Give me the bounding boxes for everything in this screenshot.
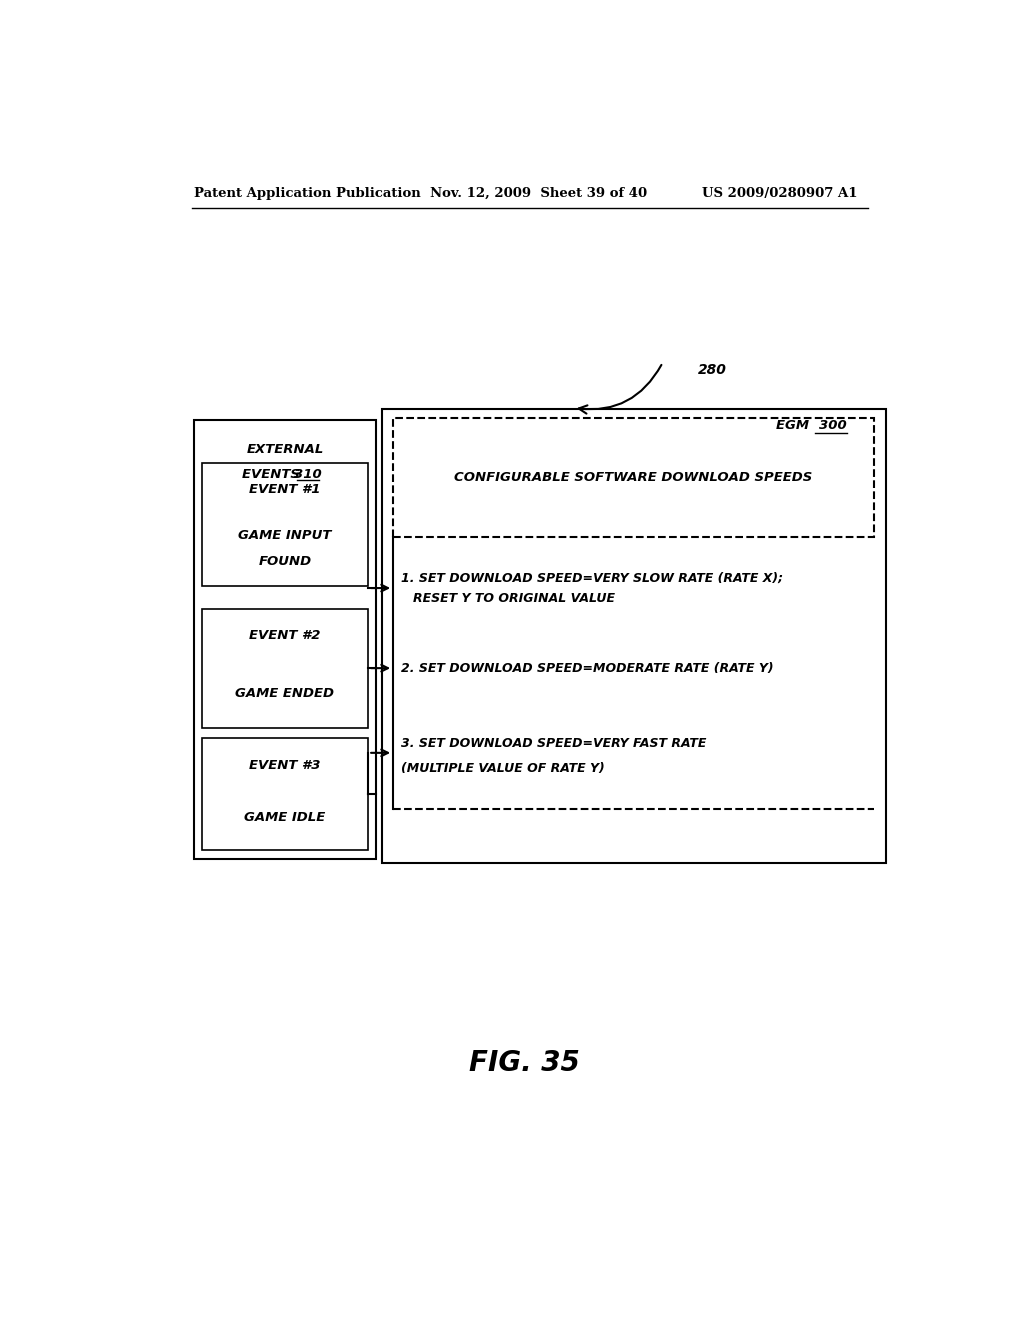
Text: EVENT #3: EVENT #3	[249, 759, 321, 772]
FancyBboxPatch shape	[202, 462, 369, 586]
Text: EXTERNAL: EXTERNAL	[246, 444, 324, 455]
Text: Patent Application Publication: Patent Application Publication	[194, 186, 421, 199]
Text: EVENT #1: EVENT #1	[249, 483, 321, 496]
Text: 310: 310	[294, 467, 323, 480]
Text: EVENTS: EVENTS	[242, 467, 304, 480]
Text: GAME INPUT: GAME INPUT	[239, 529, 332, 543]
Text: 280: 280	[697, 363, 726, 378]
Text: US 2009/0280907 A1: US 2009/0280907 A1	[701, 186, 857, 199]
FancyBboxPatch shape	[202, 609, 369, 729]
Text: GAME ENDED: GAME ENDED	[236, 686, 335, 700]
Text: FIG. 35: FIG. 35	[469, 1049, 581, 1077]
Text: 1. SET DOWNLOAD SPEED=VERY SLOW RATE (RATE X);: 1. SET DOWNLOAD SPEED=VERY SLOW RATE (RA…	[400, 572, 783, 585]
FancyBboxPatch shape	[194, 420, 376, 859]
Text: 2. SET DOWNLOAD SPEED=MODERATE RATE (RATE Y): 2. SET DOWNLOAD SPEED=MODERATE RATE (RAT…	[400, 661, 773, 675]
Text: CONFIGURABLE SOFTWARE DOWNLOAD SPEEDS: CONFIGURABLE SOFTWARE DOWNLOAD SPEEDS	[455, 471, 812, 484]
FancyArrowPatch shape	[579, 364, 662, 413]
Text: RESET Y TO ORIGINAL VALUE: RESET Y TO ORIGINAL VALUE	[414, 593, 615, 606]
Text: 3. SET DOWNLOAD SPEED=VERY FAST RATE: 3. SET DOWNLOAD SPEED=VERY FAST RATE	[400, 737, 707, 750]
Text: FOUND: FOUND	[258, 554, 311, 568]
Text: EGM: EGM	[776, 418, 814, 432]
Text: EVENT #2: EVENT #2	[249, 630, 321, 643]
Text: (MULTIPLE VALUE OF RATE Y): (MULTIPLE VALUE OF RATE Y)	[400, 762, 604, 775]
Text: GAME IDLE: GAME IDLE	[245, 810, 326, 824]
Text: Nov. 12, 2009  Sheet 39 of 40: Nov. 12, 2009 Sheet 39 of 40	[430, 186, 647, 199]
Text: 300: 300	[819, 418, 847, 432]
FancyBboxPatch shape	[202, 738, 369, 850]
FancyBboxPatch shape	[382, 409, 886, 863]
FancyBboxPatch shape	[393, 418, 873, 537]
